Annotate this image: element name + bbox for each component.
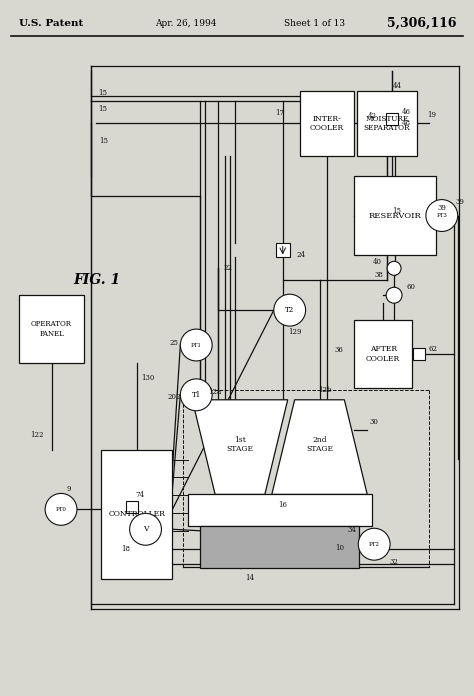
Bar	[354, 175, 436, 255]
Text: 22: 22	[223, 264, 232, 272]
Text: 5,306,116: 5,306,116	[387, 17, 457, 30]
Circle shape	[386, 287, 402, 303]
Bar	[300, 91, 354, 156]
Text: 44: 44	[392, 82, 401, 90]
Text: 2nd
STAGE: 2nd STAGE	[306, 436, 333, 453]
Circle shape	[358, 528, 390, 560]
Text: 19: 19	[428, 111, 437, 120]
Text: 130: 130	[142, 374, 155, 382]
Text: T2: T2	[285, 306, 294, 314]
Text: 60: 60	[406, 283, 415, 291]
Polygon shape	[272, 400, 367, 494]
Text: 17: 17	[275, 109, 284, 118]
Circle shape	[129, 514, 162, 545]
Text: INTER-
COOLER: INTER- COOLER	[310, 115, 344, 132]
Text: 18: 18	[121, 545, 130, 553]
Text: 15: 15	[98, 89, 107, 97]
Text: MOISTURE
SEPARATOR: MOISTURE SEPARATOR	[364, 115, 410, 132]
Text: PT3: PT3	[437, 213, 447, 218]
Circle shape	[274, 294, 306, 326]
Bar	[101, 450, 173, 579]
Bar	[386, 113, 398, 125]
Bar	[188, 494, 372, 526]
Text: 46: 46	[402, 108, 411, 116]
Text: 39: 39	[455, 198, 464, 205]
Text: AFTER
COOLER: AFTER COOLER	[366, 345, 400, 363]
Bar	[19, 295, 84, 363]
Text: 16: 16	[278, 501, 287, 509]
Text: 38: 38	[374, 271, 383, 279]
Text: 32: 32	[390, 558, 399, 566]
Text: 24: 24	[297, 251, 306, 260]
Text: 14: 14	[246, 574, 255, 582]
Text: PT1: PT1	[191, 342, 201, 347]
Text: 15: 15	[98, 105, 107, 113]
Text: Sheet 1 of 13: Sheet 1 of 13	[284, 19, 345, 28]
Text: T1: T1	[191, 391, 201, 399]
Text: 74: 74	[136, 491, 145, 500]
Text: 129: 129	[288, 328, 301, 336]
Text: 36: 36	[335, 346, 344, 354]
Text: 9: 9	[67, 485, 71, 493]
Bar	[276, 244, 290, 258]
Text: 12a: 12a	[209, 388, 222, 396]
Text: 40: 40	[373, 258, 382, 267]
Text: 42: 42	[368, 112, 377, 120]
Text: U.S. Patent: U.S. Patent	[19, 19, 83, 28]
Text: 15: 15	[99, 137, 108, 145]
Text: V: V	[143, 525, 148, 533]
Bar	[357, 91, 417, 156]
Text: PT0: PT0	[55, 507, 66, 512]
Text: 202: 202	[168, 393, 181, 401]
Circle shape	[426, 200, 458, 232]
Circle shape	[45, 493, 77, 525]
Bar	[126, 501, 137, 514]
Text: 25: 25	[170, 339, 179, 347]
Text: 39: 39	[438, 203, 447, 212]
Text: RESERVOIR: RESERVOIR	[369, 212, 421, 219]
Circle shape	[387, 261, 401, 276]
Text: Apr. 26, 1994: Apr. 26, 1994	[155, 19, 216, 28]
Bar	[354, 320, 412, 388]
Text: 30: 30	[370, 418, 379, 426]
Circle shape	[180, 329, 212, 361]
Text: 10: 10	[335, 544, 344, 552]
Text: FIG. 1: FIG. 1	[73, 274, 120, 287]
Text: PT2: PT2	[369, 541, 380, 547]
Text: 1st
STAGE: 1st STAGE	[227, 436, 254, 453]
Bar	[200, 526, 359, 568]
Text: OPERATOR
PANEL: OPERATOR PANEL	[31, 320, 72, 338]
Text: 62: 62	[429, 345, 438, 353]
Bar	[413, 348, 425, 360]
Text: CONTROLLER: CONTROLLER	[108, 510, 165, 519]
Text: 122: 122	[30, 431, 44, 438]
Polygon shape	[192, 400, 288, 494]
Circle shape	[180, 379, 212, 411]
Text: 15: 15	[392, 207, 401, 214]
Text: 34: 34	[348, 526, 357, 535]
Text: 48: 48	[402, 119, 411, 127]
Text: 12b: 12b	[318, 386, 331, 394]
